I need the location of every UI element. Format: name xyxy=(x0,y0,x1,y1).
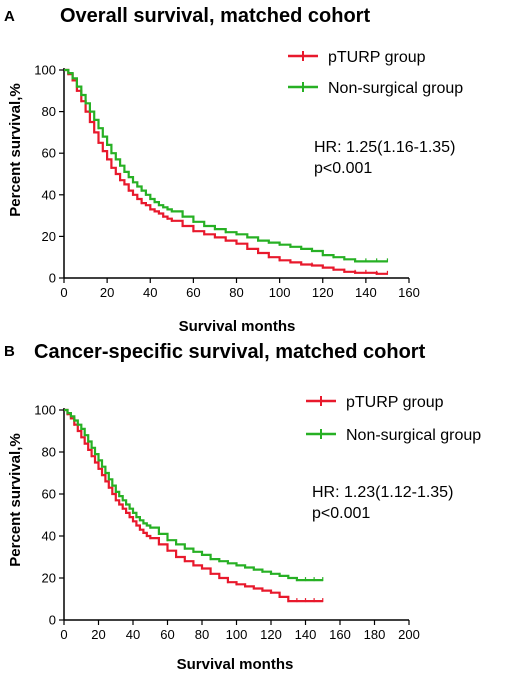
panel-b-title: Cancer-specific survival, matched cohort xyxy=(34,341,426,363)
panel-a-p-value: p<0.001 xyxy=(314,160,372,177)
panel-a-x-tick-label: 0 xyxy=(60,285,67,300)
panel-b-x-tick-label: 140 xyxy=(295,627,317,642)
panel-b-legend-label-nonsurgical: Non-surgical group xyxy=(346,427,481,444)
panel-a-x-tick-label: 60 xyxy=(186,285,200,300)
panel-b-y-axis-title: Percent survival,% xyxy=(7,433,24,566)
panel-a-x-tick-label: 80 xyxy=(229,285,243,300)
panel-b-x-tick-label: 100 xyxy=(226,627,248,642)
panel-a-legend-label-pturp: pTURP group xyxy=(328,49,426,66)
panel-b-series xyxy=(64,408,324,603)
panel-a-x-tick-label: 140 xyxy=(355,285,377,300)
panel-b-y-tick-label: 60 xyxy=(42,487,56,502)
panel-b-x-tick-label: 0 xyxy=(60,627,67,642)
panel-a-legend-item-nonsurgical: Non-surgical group xyxy=(288,80,463,97)
panel-b-x-tick-label: 200 xyxy=(398,627,420,642)
panel-b-y-tick-label: 100 xyxy=(34,403,56,418)
panel-b-y-tick-label: 0 xyxy=(49,613,56,628)
panel-b-x-tick-label: 80 xyxy=(195,627,209,642)
panel-b-hazard-ratio: HR: 1.23(1.12-1.35) xyxy=(312,484,453,501)
panel-a-y-tick-label: 60 xyxy=(42,146,56,161)
panel-a-y-tick-label: 40 xyxy=(42,187,56,202)
panel-a-y-tick-label: 20 xyxy=(42,229,56,244)
panel-b-x-tick-label: 60 xyxy=(160,627,174,642)
panel-a-hazard-ratio: HR: 1.25(1.16-1.35) xyxy=(314,139,455,156)
panel-b-x-tick-label: 20 xyxy=(91,627,105,642)
panel-a: A Overall survival, matched cohort Perce… xyxy=(4,5,463,335)
panel-b-legend-label-pturp: pTURP group xyxy=(346,394,444,411)
panel-b-y-tick-label: 20 xyxy=(42,571,56,586)
panel-a-x-tick-label: 20 xyxy=(100,285,114,300)
panel-b: B Cancer-specific survival, matched coho… xyxy=(4,341,481,673)
panel-a-x-tick-label: 100 xyxy=(269,285,291,300)
panel-a-legend-label-nonsurgical: Non-surgical group xyxy=(328,80,463,97)
panel-a-x-tick-label: 120 xyxy=(312,285,334,300)
panel-a-y-tick-label: 0 xyxy=(49,271,56,286)
panel-a-series xyxy=(64,68,389,275)
panel-b-y-tick-label: 80 xyxy=(42,445,56,460)
panel-a-legend-item-pturp: pTURP group xyxy=(288,49,426,66)
panel-b-x-tick-label: 180 xyxy=(364,627,386,642)
panel-a-axes: 0 20 40 60 80 100 120 140 160 0 20 40 60 80 100 xyxy=(34,63,420,301)
panel-a-y-axis-title: Percent survival,% xyxy=(7,83,24,216)
panel-b-x-axis-title: Survival months xyxy=(177,656,294,673)
panel-b-legend-item-nonsurgical: Non-surgical group xyxy=(306,427,481,444)
panel-b-p-value: p<0.001 xyxy=(312,505,370,522)
panel-b-series-pturp-line xyxy=(64,408,323,603)
panel-b-x-tick-label: 40 xyxy=(126,627,140,642)
panel-a-x-tick-label: 160 xyxy=(398,285,420,300)
panel-b-y-tick-label: 40 xyxy=(42,529,56,544)
panel-b-series-nonsurgical-line xyxy=(64,408,323,582)
panel-a-y-tick-label: 100 xyxy=(34,63,56,78)
panel-a-x-tick-label: 40 xyxy=(143,285,157,300)
panel-a-letter: A xyxy=(4,8,15,25)
panel-b-legend: pTURP group Non-surgical group xyxy=(306,394,481,444)
panel-a-legend: pTURP group Non-surgical group xyxy=(288,49,463,97)
panel-a-y-tick-label: 80 xyxy=(42,104,56,119)
panel-a-title: Overall survival, matched cohort xyxy=(60,5,370,27)
panel-a-x-axis-title: Survival months xyxy=(179,318,296,335)
panel-b-legend-item-pturp: pTURP group xyxy=(306,394,444,411)
panel-b-x-tick-label: 120 xyxy=(260,627,282,642)
panel-b-axes: 0 20 40 60 80 100 120 140 160 180 200 0 20 40 60 80 100 xyxy=(34,403,420,643)
panel-b-letter: B xyxy=(4,343,15,360)
panel-b-x-tick-label: 160 xyxy=(329,627,351,642)
